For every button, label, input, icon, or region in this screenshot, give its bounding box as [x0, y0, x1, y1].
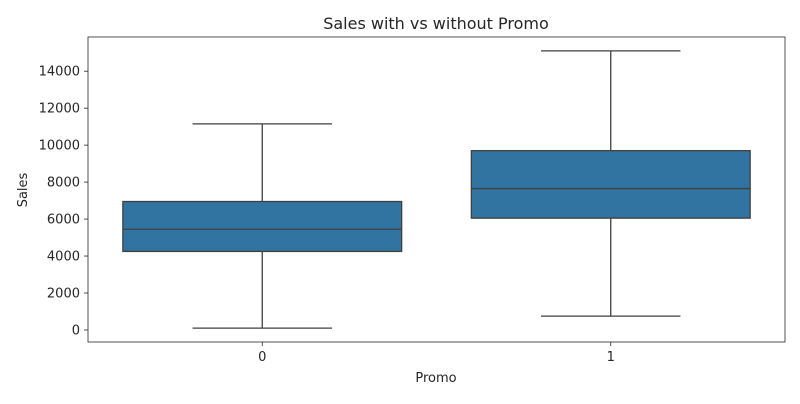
- plot-frame: [87, 36, 786, 343]
- x-tick-label-0: 0: [258, 350, 266, 365]
- chart-title: Sales with vs without Promo: [323, 14, 549, 33]
- box-group-1: [470, 50, 751, 317]
- y-tick-label-14000: 14000: [39, 65, 80, 80]
- box-0: [122, 200, 403, 253]
- x-tick-label-1: 1: [607, 350, 615, 365]
- box-group-0: [122, 123, 403, 329]
- y-tick-label-8000: 8000: [47, 176, 80, 191]
- y-axis: 0 2000 4000 6000 8000 10000 12000 14000: [39, 65, 88, 338]
- y-tick-label-12000: 12000: [39, 102, 80, 117]
- y-tick-label-6000: 6000: [47, 213, 80, 228]
- y-tick-label-2000: 2000: [47, 287, 80, 302]
- box-1: [470, 150, 751, 219]
- y-axis-label: Sales: [16, 172, 31, 207]
- x-axis-label: Promo: [415, 371, 456, 386]
- plot-area: [122, 50, 751, 329]
- y-tick-label-10000: 10000: [39, 139, 80, 154]
- y-tick-label-0: 0: [72, 323, 80, 338]
- y-tick-label-4000: 4000: [47, 250, 80, 265]
